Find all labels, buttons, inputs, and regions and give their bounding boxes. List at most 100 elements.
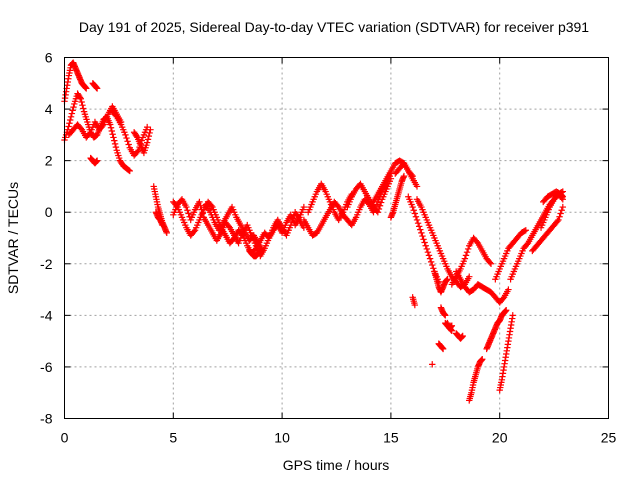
- data-point: [163, 229, 170, 237]
- series-arc-19: [387, 172, 408, 221]
- y-tick-label: -6: [40, 359, 53, 375]
- series-arc-8: [150, 183, 170, 237]
- data-point: [503, 307, 510, 314]
- data-point: [93, 157, 101, 164]
- data-point: [423, 245, 431, 253]
- data-point: [376, 202, 384, 209]
- series-arc-22: [431, 268, 451, 296]
- y-tick-label: 0: [45, 204, 53, 220]
- data-point: [124, 138, 131, 145]
- data-point: [67, 113, 75, 121]
- x-tick-label: 25: [601, 430, 617, 446]
- chart-title: Day 191 of 2025, Sidereal Day-to-day VTE…: [79, 19, 589, 35]
- y-tick-label: -8: [40, 411, 53, 427]
- data-point: [106, 121, 114, 128]
- data-point: [134, 148, 141, 155]
- y-tick-label: 4: [45, 101, 53, 117]
- series-arc-13: [246, 247, 264, 260]
- data-point: [444, 276, 451, 283]
- data-point: [473, 238, 481, 246]
- data-point: [375, 205, 383, 213]
- series-arc-34: [483, 307, 510, 353]
- data-point: [111, 140, 119, 148]
- x-tick-label: 20: [492, 430, 508, 446]
- data-point: [208, 202, 215, 209]
- series-arc-15: [305, 180, 355, 224]
- series-arc-18: [392, 160, 416, 180]
- data-point: [147, 126, 154, 133]
- data-point: [70, 103, 77, 111]
- data-point: [464, 245, 472, 253]
- data-point: [487, 260, 495, 267]
- series-arc-32: [466, 355, 486, 404]
- data-point: [427, 258, 435, 266]
- data-point: [159, 221, 166, 229]
- data-point: [486, 259, 494, 266]
- data-point: [146, 129, 153, 137]
- data-point: [442, 312, 449, 319]
- data-point: [185, 210, 192, 217]
- data-point: [183, 203, 190, 211]
- data-point: [424, 248, 432, 256]
- series-arc-30: [448, 234, 495, 288]
- data-point: [83, 85, 90, 92]
- series-arc-6: [109, 108, 151, 159]
- data-point: [300, 203, 308, 211]
- data-point: [198, 206, 205, 213]
- data-point: [143, 139, 151, 146]
- data-points: [61, 59, 567, 404]
- data-point: [80, 105, 87, 112]
- series-arc-9: [152, 209, 166, 229]
- data-point: [126, 167, 133, 175]
- data-point: [68, 110, 76, 117]
- data-point: [558, 207, 565, 214]
- data-point: [554, 218, 561, 225]
- data-point: [112, 112, 119, 119]
- data-point: [64, 126, 71, 133]
- data-point: [421, 239, 428, 246]
- data-point: [412, 213, 420, 220]
- data-point: [408, 171, 415, 179]
- x-tick-label: 10: [274, 430, 290, 446]
- data-point: [426, 255, 434, 262]
- series-arc-17: [370, 157, 421, 206]
- data-point: [122, 131, 129, 139]
- data-point: [429, 261, 436, 269]
- data-point: [67, 116, 74, 124]
- y-axis-label: SDTVAR / TECUs: [5, 182, 21, 294]
- data-point: [66, 120, 73, 127]
- data-point: [559, 203, 567, 211]
- data-point: [400, 172, 408, 180]
- data-point: [413, 183, 421, 190]
- data-point: [112, 143, 120, 151]
- data-point: [509, 312, 516, 319]
- data-point: [196, 198, 203, 206]
- series-arc-5: [89, 80, 101, 92]
- data-point: [69, 107, 76, 114]
- series-arc-12: [202, 201, 266, 255]
- series-arc-26: [444, 319, 456, 335]
- data-point: [448, 327, 456, 335]
- data-point: [125, 167, 133, 174]
- y-tick-labels: -8 -6 -4 -2 0 2 4 6: [40, 50, 53, 427]
- data-point: [556, 213, 563, 220]
- data-point: [109, 131, 116, 138]
- data-point: [410, 207, 417, 214]
- series-arc-29: [452, 330, 466, 342]
- data-point: [190, 228, 198, 235]
- data-point: [93, 85, 101, 92]
- data-point: [76, 94, 84, 101]
- data-point: [418, 229, 425, 237]
- data-point: [425, 252, 433, 259]
- data-point: [110, 134, 117, 141]
- data-point: [429, 361, 436, 368]
- data-point: [414, 219, 422, 227]
- grid-lines: [64, 57, 609, 419]
- data-point: [125, 141, 132, 148]
- data-point: [99, 122, 106, 130]
- data-point: [133, 132, 140, 140]
- data-point: [78, 98, 85, 106]
- x-tick-label: 15: [383, 430, 399, 446]
- data-point: [79, 102, 86, 109]
